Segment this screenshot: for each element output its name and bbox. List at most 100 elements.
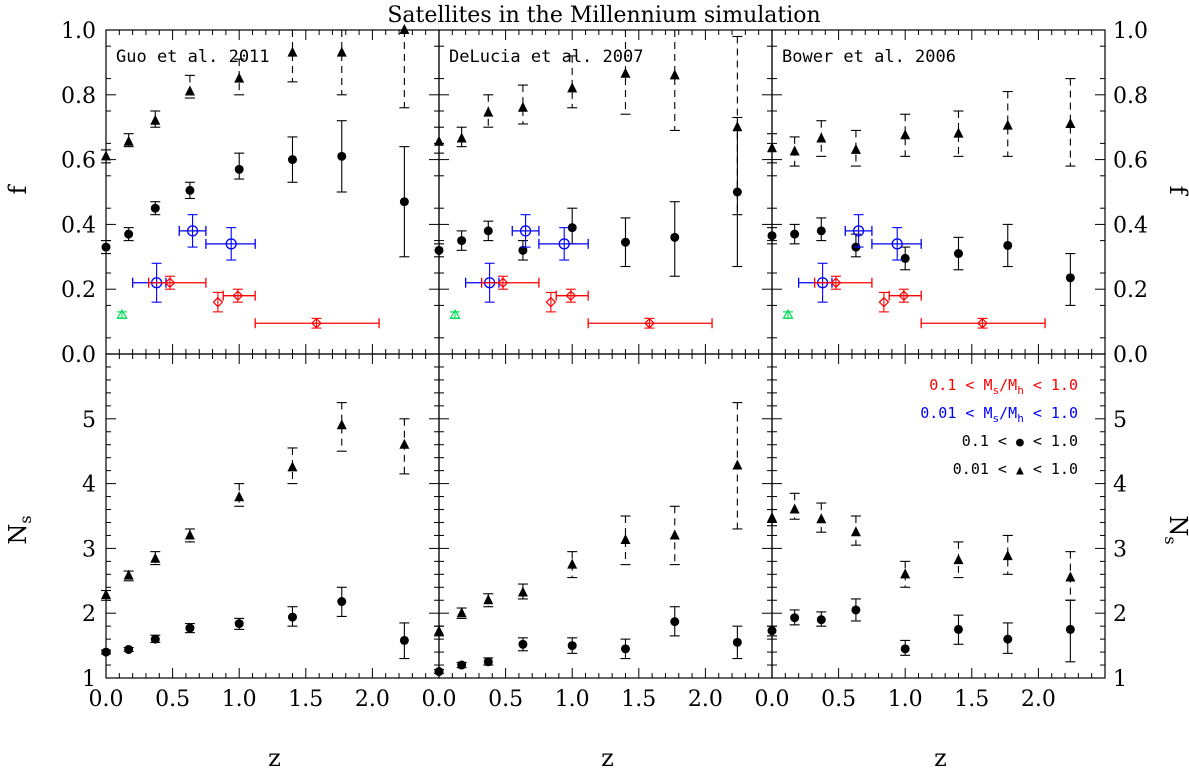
triangle-point	[669, 69, 680, 80]
panel-label: Guo et al. 2011	[116, 47, 270, 67]
circle-point	[124, 644, 134, 654]
circle-point	[518, 639, 528, 649]
x-tick-label: 2.0	[1021, 687, 1056, 712]
triangle-error-bar	[399, 29, 410, 109]
obs-yerr	[497, 275, 508, 290]
blue-observation	[205, 238, 256, 250]
y-axis-label-bottom-right: Ns	[1161, 515, 1189, 544]
y-tick-label-left: 2	[82, 602, 96, 627]
circle-point	[816, 615, 826, 625]
y-tick-label-left: 0.2	[61, 278, 96, 303]
triangle-error-bar	[567, 55, 578, 109]
obs-yerr	[164, 275, 175, 290]
triangle-error-bar	[234, 483, 245, 507]
triangle-point	[789, 503, 800, 514]
triangle-point	[101, 150, 111, 161]
x-tick-label: 0.0	[89, 687, 124, 712]
triangle-point	[434, 625, 444, 636]
red-observation	[147, 277, 207, 289]
circle-point	[399, 197, 409, 207]
triangle-point	[517, 101, 528, 112]
blue-observation	[538, 238, 589, 250]
triangle-point	[567, 82, 578, 93]
obs-yerr	[644, 317, 655, 329]
circle-point	[287, 612, 297, 622]
circle-point	[1065, 273, 1075, 283]
triangle-point	[234, 72, 245, 83]
y-tick-label-right: 0.0	[1113, 343, 1148, 368]
x-tick-label: 1.5	[288, 687, 323, 712]
legend-entry-2: 0.1 < ● < 1.0	[962, 432, 1078, 450]
chart-title: Satellites in the Millennium simulation	[387, 3, 820, 28]
x-tick-label: 0.5	[155, 687, 190, 712]
obs-yerr	[565, 288, 576, 303]
triangle-point	[517, 586, 528, 597]
triangle-point	[123, 135, 134, 146]
legend-text: h	[1017, 384, 1024, 397]
triangle-point	[483, 106, 494, 117]
x-tick-label: 1.0	[888, 687, 923, 712]
circle-point	[101, 242, 111, 252]
y-axis-label-top-left-text: f	[4, 183, 32, 194]
x-tick-label: 1.5	[621, 687, 656, 712]
red-observation	[480, 277, 540, 289]
y-tick-label-left: 0.4	[61, 213, 96, 238]
x-tick-label: 0.0	[755, 687, 790, 712]
obs-yerr	[520, 214, 531, 248]
obs-yerr	[878, 291, 889, 313]
obs-yerr	[545, 291, 556, 313]
circle-point	[457, 660, 467, 670]
circle-point	[1003, 634, 1013, 644]
panel-label: Bower et al. 2006	[782, 47, 956, 67]
triangle-point	[900, 568, 911, 579]
obs-yerr	[212, 291, 223, 313]
obs-yerr	[232, 288, 243, 303]
legend-text: < 1.0	[1024, 432, 1078, 450]
blue-observation	[871, 238, 922, 250]
legend-entry-3: 0.01 < ▲ < 1.0	[953, 460, 1078, 478]
red-observation	[888, 290, 922, 302]
legend-text: < 1.0	[1024, 404, 1078, 422]
circle-point	[483, 226, 493, 236]
circle-point	[337, 597, 347, 607]
circle-point	[620, 644, 630, 654]
triangle-error-bar	[1002, 91, 1013, 157]
triangle-point	[483, 594, 494, 605]
y-tick-label-right: 0.2	[1113, 278, 1148, 303]
obs-yerr	[853, 214, 864, 248]
y-tick-label-left: 3	[82, 537, 96, 562]
circle-point	[150, 634, 160, 644]
y-axis-label-bottom-left: Ns	[4, 515, 35, 544]
circle-point	[518, 245, 528, 255]
legend-text: M	[983, 376, 992, 394]
circle-point	[434, 245, 444, 255]
circle-point	[234, 619, 244, 629]
y-tick-label-right: 0.6	[1113, 149, 1148, 174]
y-tick-label-right: 0.8	[1113, 84, 1148, 109]
circle-point	[483, 657, 493, 667]
circle-point	[953, 624, 963, 634]
legend-text: 0.1 <	[929, 376, 983, 394]
y-tick-label-right: 3	[1113, 537, 1127, 562]
triangle-point	[900, 129, 911, 140]
triangle-point	[184, 85, 195, 96]
triangle-point	[669, 529, 680, 540]
triangle-point	[101, 589, 111, 600]
circle-point	[732, 637, 742, 647]
triangle-point	[234, 491, 245, 502]
triangle-error-bar	[900, 113, 911, 157]
x-axis-label: z	[601, 744, 614, 772]
y-tick-label-left: 1.0	[61, 19, 96, 44]
triangle-point	[184, 529, 195, 540]
x-tick-label: 0.0	[422, 687, 457, 712]
triangle-error-bar	[456, 126, 467, 148]
legend-text: /M	[999, 404, 1017, 422]
obs-yerr	[187, 214, 198, 248]
plot-area: 0.0 0.5 1.0 1.5 2.0 z 0.0 0.5 1.0 1.5 2.0 z 0.0 0.5 1.…	[4, 19, 1189, 772]
y-tick-label-right: 1.0	[1113, 19, 1148, 44]
circle-point	[767, 626, 777, 636]
y-axis-label-top-left: f	[4, 183, 32, 194]
triangle-point	[399, 24, 410, 34]
triangle-error-bar	[336, 29, 347, 96]
y-tick-label-right: 1	[1113, 667, 1127, 692]
